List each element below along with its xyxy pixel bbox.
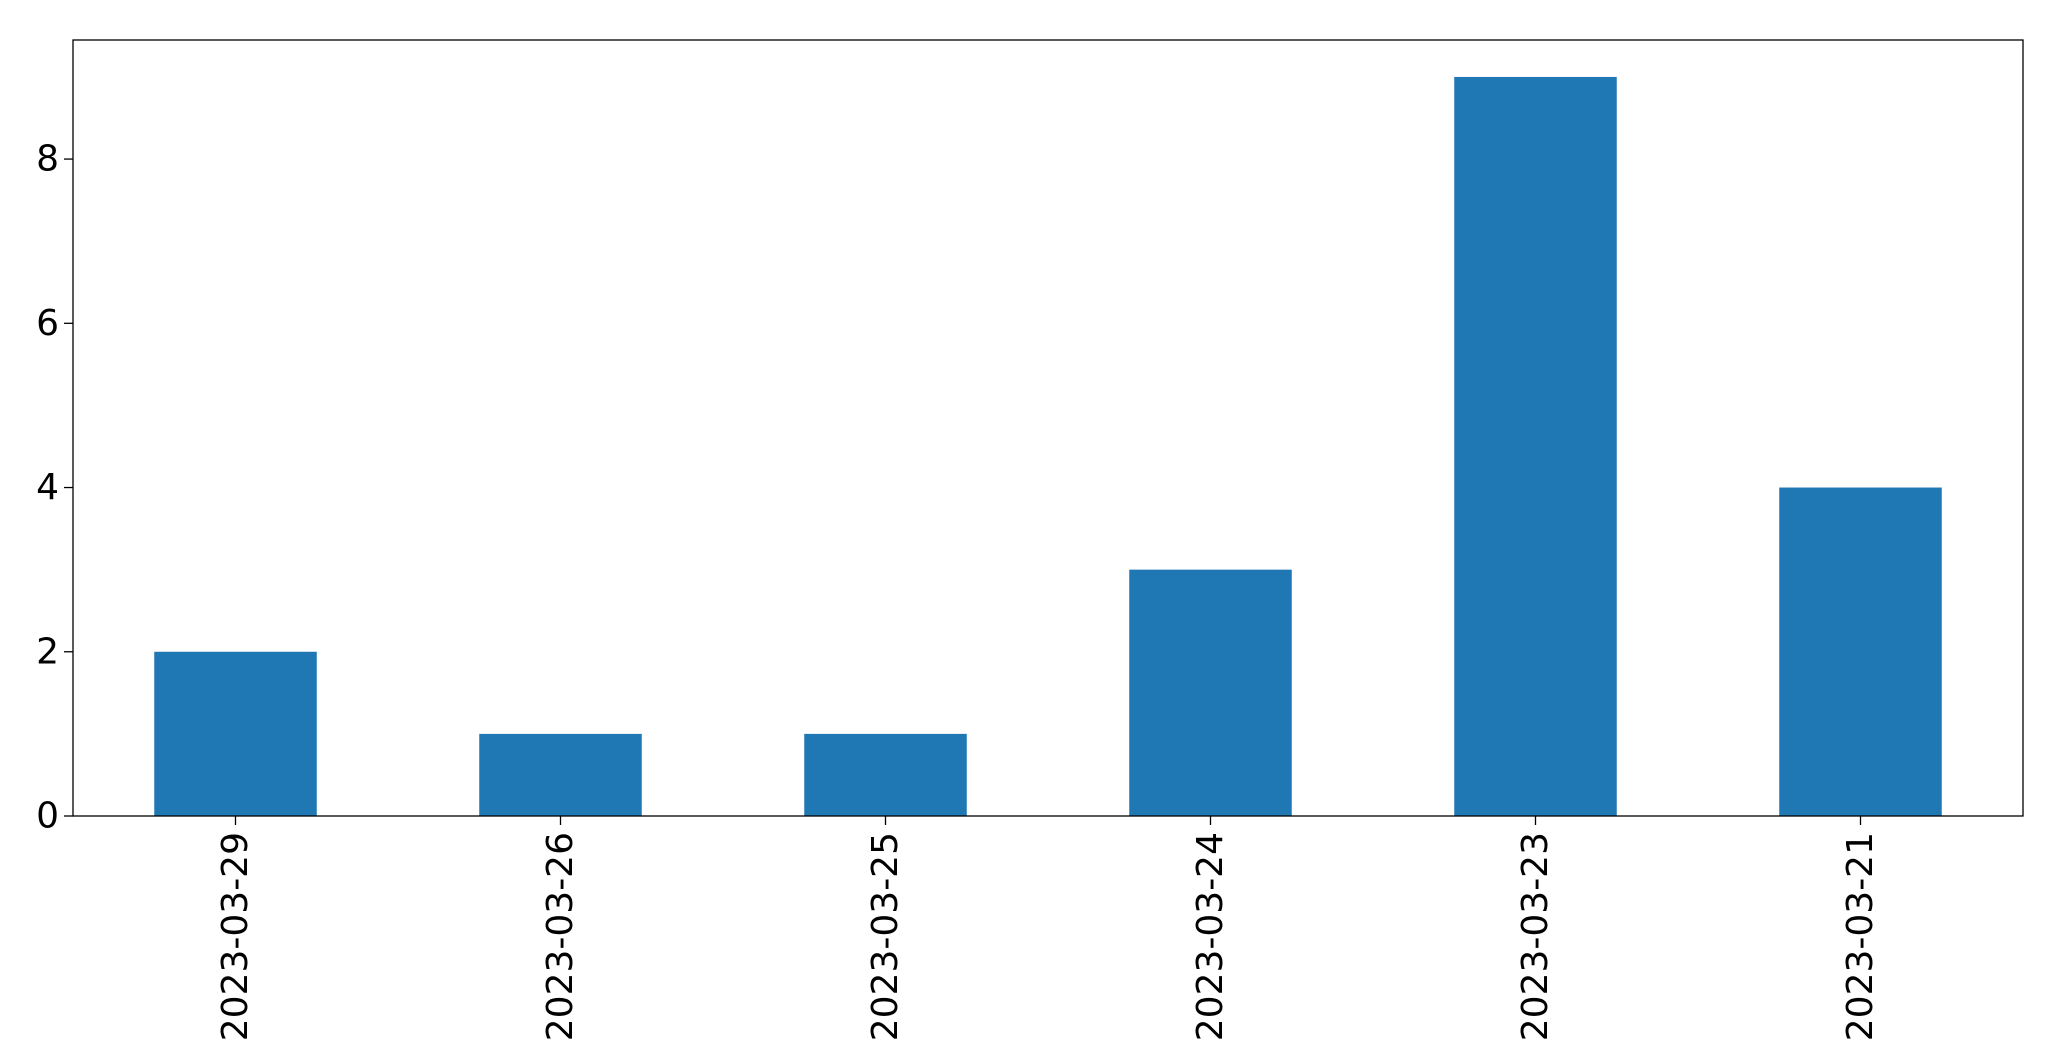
plot-frame: [72, 39, 2024, 817]
bar-2023-03-26: [479, 733, 642, 816]
x-tick-label: 2023-03-24: [1190, 832, 1231, 1041]
y-tick-label: 6: [36, 303, 59, 344]
y-tick-label: 2: [36, 631, 59, 672]
x-axis: 2023-03-29 2023-03-26 2023-03-25 2023-03-24…: [215, 816, 1881, 1041]
bar-2023-03-25: [804, 733, 967, 816]
bars-group: [154, 76, 1942, 816]
y-tick-label: 4: [36, 467, 59, 508]
bar-2023-03-29: [154, 651, 317, 816]
x-tick-label: 2023-03-21: [1840, 832, 1881, 1041]
bar-2023-03-21: [1779, 487, 1942, 816]
y-axis: 0 2 4 6 8: [36, 139, 73, 837]
x-tick-label: 2023-03-25: [865, 832, 906, 1041]
x-tick-label: 2023-03-26: [540, 832, 581, 1041]
x-tick-label: 2023-03-29: [215, 832, 256, 1041]
y-tick-label: 0: [36, 796, 59, 837]
y-tick-label: 8: [36, 139, 59, 180]
bar-2023-03-23: [1454, 76, 1617, 816]
bar-2023-03-24: [1129, 569, 1292, 816]
x-tick-label: 2023-03-23: [1515, 832, 1556, 1041]
